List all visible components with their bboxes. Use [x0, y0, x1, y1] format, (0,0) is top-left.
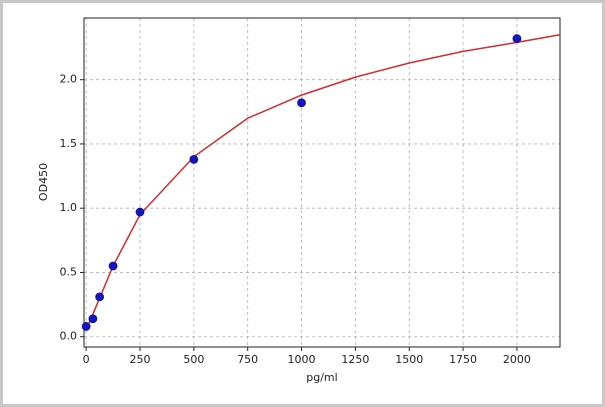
data-point [135, 207, 145, 217]
data-point [88, 314, 98, 324]
x-tick-label: 1500 [395, 353, 423, 366]
fit-curve [85, 33, 561, 331]
x-tick-label: 1000 [288, 353, 316, 366]
plot-area [83, 17, 561, 348]
y-tick-label: 1.5 [60, 137, 78, 150]
x-tick-label: 1250 [341, 353, 369, 366]
data-point [512, 34, 522, 43]
data-point [95, 292, 105, 302]
data-point [108, 261, 118, 271]
x-tick-label: 250 [130, 353, 151, 366]
data-point [297, 98, 306, 108]
x-tick-label: 750 [237, 353, 258, 366]
y-tick-label: 0.0 [60, 330, 78, 343]
data-point [81, 322, 91, 331]
y-tick-label: 1.0 [60, 201, 78, 214]
x-axis-label: pg/ml [306, 371, 337, 384]
x-tick-label: 2000 [503, 353, 531, 366]
x-tick-label: 1750 [449, 353, 477, 366]
y-tick-label: 0.5 [60, 265, 78, 278]
x-tick-label: 500 [183, 353, 204, 366]
x-tick-label: 0 [83, 353, 90, 366]
data-point [189, 154, 199, 164]
y-tick-label: 2.0 [60, 73, 78, 86]
y-axis-label: OD450 [37, 163, 50, 201]
